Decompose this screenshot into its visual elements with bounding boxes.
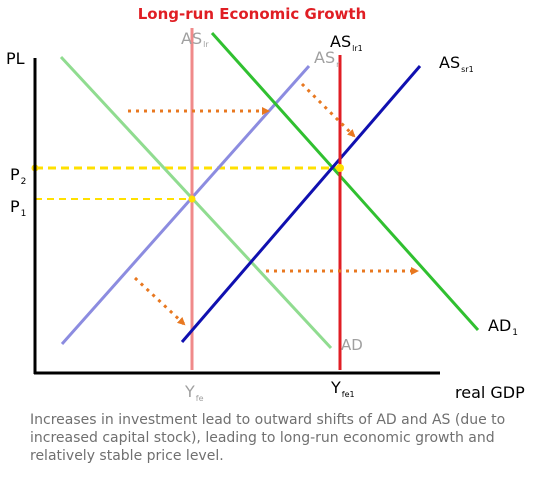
p1-label: P1 (10, 197, 26, 219)
y-axis-label: PL (6, 49, 25, 68)
ad1-label: AD1 (488, 316, 518, 338)
equilibrium-point-new (336, 164, 344, 172)
as-sr1-label: ASsr1 (439, 53, 474, 74)
ad-label: AD (341, 336, 363, 354)
yfe1-label: Yfe1 (330, 378, 355, 399)
equilibrium-point-initial (188, 195, 196, 203)
caption-text: Increases in investment lead to outward … (30, 412, 506, 464)
as-lr1-label: ASlr1 (330, 32, 363, 53)
as-r-curve (60, 65, 311, 345)
growth-diagram: Long-run Economic Growth PL real GDP P2 … (6, 5, 525, 403)
ad-curve (59, 55, 333, 350)
shift-arrow-as-down (300, 82, 356, 138)
ad1-curve (210, 31, 480, 332)
as-r-label: ASr (314, 48, 340, 69)
shift-arrow-as-lower (133, 276, 186, 326)
as-sr1-curve (180, 65, 422, 343)
diagram-title: Long-run Economic Growth (138, 5, 367, 23)
x-axis-label: real GDP (455, 383, 525, 402)
p2-label: P2 (10, 165, 26, 187)
as-lr-label: ASlr (181, 29, 209, 49)
yfe-label: Yfe (184, 382, 204, 403)
